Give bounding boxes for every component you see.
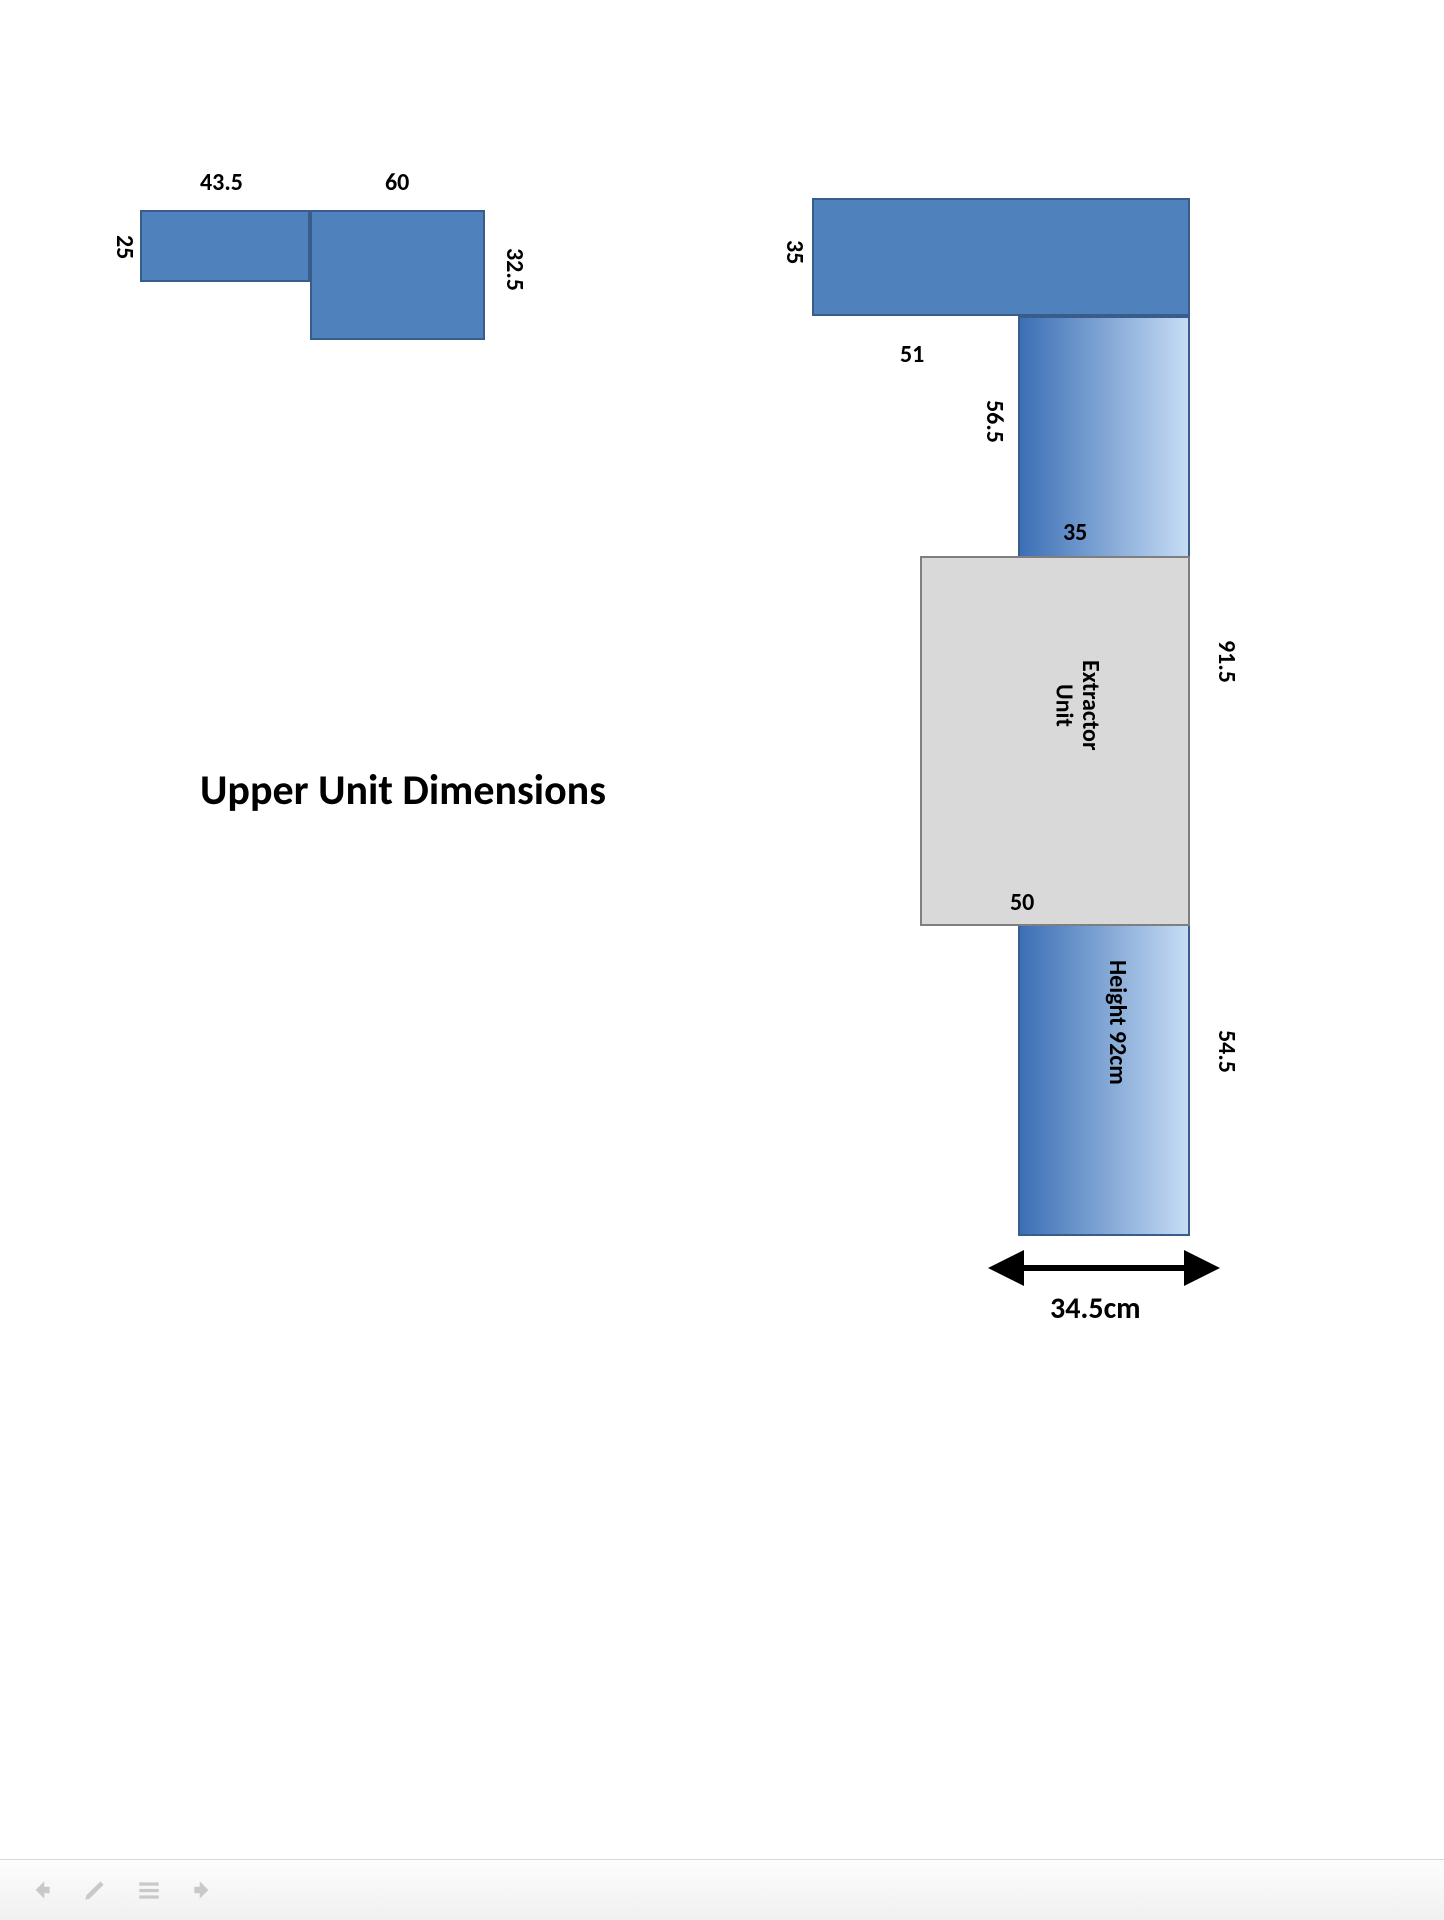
- list-icon[interactable]: [136, 1877, 162, 1903]
- prev-icon[interactable]: [28, 1877, 54, 1903]
- dim-label-34-5cm: 34.5cm: [1050, 1290, 1141, 1327]
- bottom-toolbar: [0, 1859, 1444, 1920]
- edit-icon[interactable]: [82, 1877, 108, 1903]
- page-title: Upper Unit Dimensions: [200, 765, 606, 816]
- width-arrow: [0, 0, 1444, 1920]
- next-icon[interactable]: [190, 1877, 216, 1903]
